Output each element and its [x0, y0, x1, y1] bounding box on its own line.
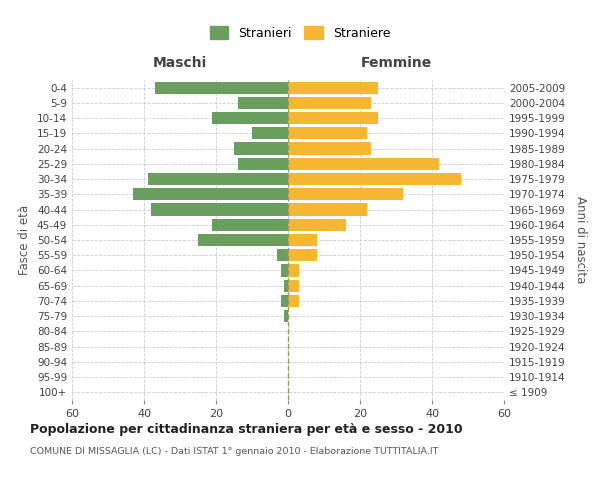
Bar — [288, 234, 317, 246]
Bar — [288, 82, 378, 94]
Bar — [252, 127, 288, 140]
Bar — [288, 112, 378, 124]
Bar — [133, 188, 288, 200]
Bar — [212, 112, 288, 124]
Text: Femmine: Femmine — [361, 56, 431, 70]
Y-axis label: Fasce di età: Fasce di età — [19, 205, 31, 275]
Bar — [198, 234, 288, 246]
Bar — [288, 204, 367, 216]
Bar — [288, 295, 299, 307]
Bar — [148, 173, 288, 185]
Bar — [288, 158, 439, 170]
Bar — [155, 82, 288, 94]
Bar — [281, 295, 288, 307]
Bar — [288, 188, 403, 200]
Bar — [288, 142, 371, 154]
Bar — [288, 127, 367, 140]
Bar — [288, 249, 317, 262]
Bar — [284, 310, 288, 322]
Bar — [288, 264, 299, 276]
Bar — [238, 97, 288, 109]
Bar — [238, 158, 288, 170]
Bar — [212, 218, 288, 231]
Bar — [288, 97, 371, 109]
Text: Maschi: Maschi — [153, 56, 207, 70]
Bar — [277, 249, 288, 262]
Bar — [284, 280, 288, 292]
Bar — [288, 280, 299, 292]
Bar — [281, 264, 288, 276]
Bar — [234, 142, 288, 154]
Legend: Stranieri, Straniere: Stranieri, Straniere — [205, 21, 395, 45]
Text: Popolazione per cittadinanza straniera per età e sesso - 2010: Popolazione per cittadinanza straniera p… — [30, 422, 463, 436]
Text: COMUNE DI MISSAGLIA (LC) - Dati ISTAT 1° gennaio 2010 - Elaborazione TUTTITALIA.: COMUNE DI MISSAGLIA (LC) - Dati ISTAT 1°… — [30, 448, 439, 456]
Bar — [151, 204, 288, 216]
Y-axis label: Anni di nascita: Anni di nascita — [574, 196, 587, 284]
Bar — [288, 218, 346, 231]
Bar — [288, 173, 461, 185]
